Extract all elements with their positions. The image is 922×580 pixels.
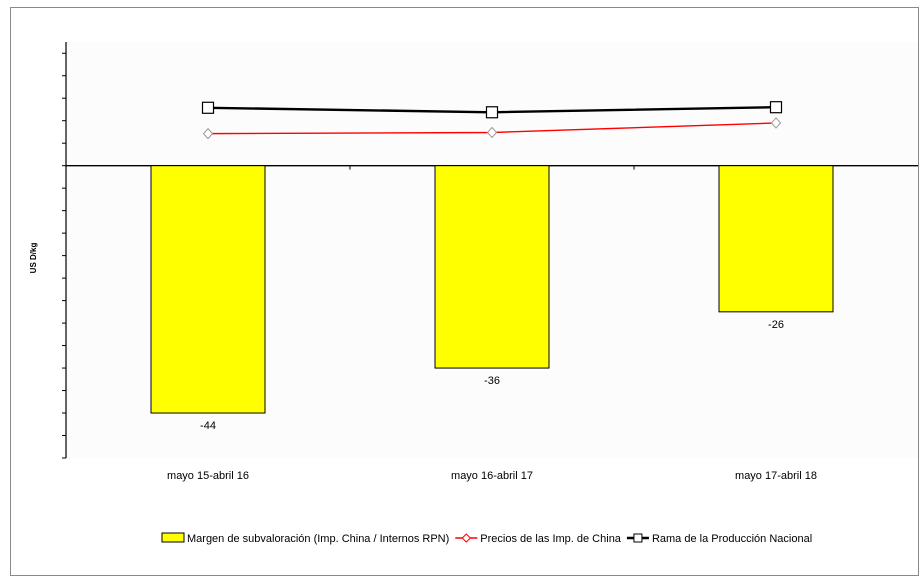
square-marker xyxy=(769,101,783,114)
diamond-marker xyxy=(486,126,498,139)
diamond-marker xyxy=(202,127,214,140)
x-tick-label: mayo 16-abril 17 xyxy=(451,470,533,482)
bar xyxy=(150,165,266,414)
bar xyxy=(718,165,834,313)
bar xyxy=(434,165,550,369)
diamond-marker xyxy=(770,117,782,129)
square-marker xyxy=(485,106,499,119)
x-tick-label: mayo 15-abril 16 xyxy=(167,470,249,482)
legend-marker xyxy=(633,533,643,543)
legend-label: Precios de las Imp. de China xyxy=(480,533,622,545)
legend-marker xyxy=(461,533,472,543)
y-axis-label: US D/kg xyxy=(29,243,38,274)
bar-data-label: -44 xyxy=(200,420,216,432)
x-tick-label: mayo 17-abril 18 xyxy=(735,470,817,482)
legend-label: Margen de subvaloración (Imp. China / In… xyxy=(187,533,449,545)
legend-swatch xyxy=(161,532,185,543)
bar-data-label: -36 xyxy=(484,375,500,387)
legend-label: Rama de la Producción Nacional xyxy=(652,533,812,545)
bar-data-label: -26 xyxy=(768,319,784,331)
square-marker xyxy=(201,101,215,114)
